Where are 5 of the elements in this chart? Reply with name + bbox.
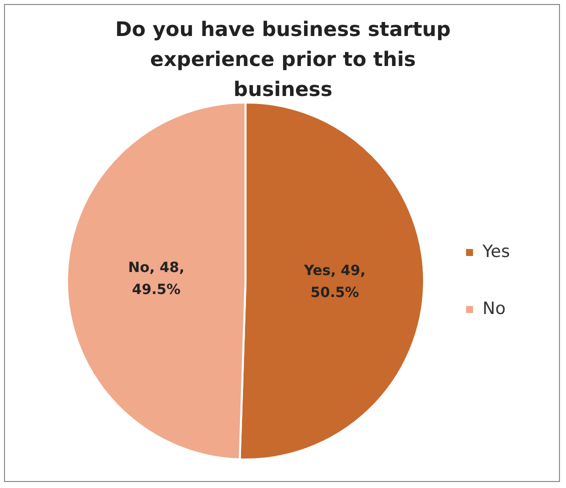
legend-label: No [482,298,506,319]
data-label: Yes, 49, 50.5% [302,263,366,302]
chart-title: Do you have business startup experience prior to this business [114,16,452,103]
legend-label: Yes [482,242,510,262]
data-label: No, 48, 49.5% [128,260,184,298]
